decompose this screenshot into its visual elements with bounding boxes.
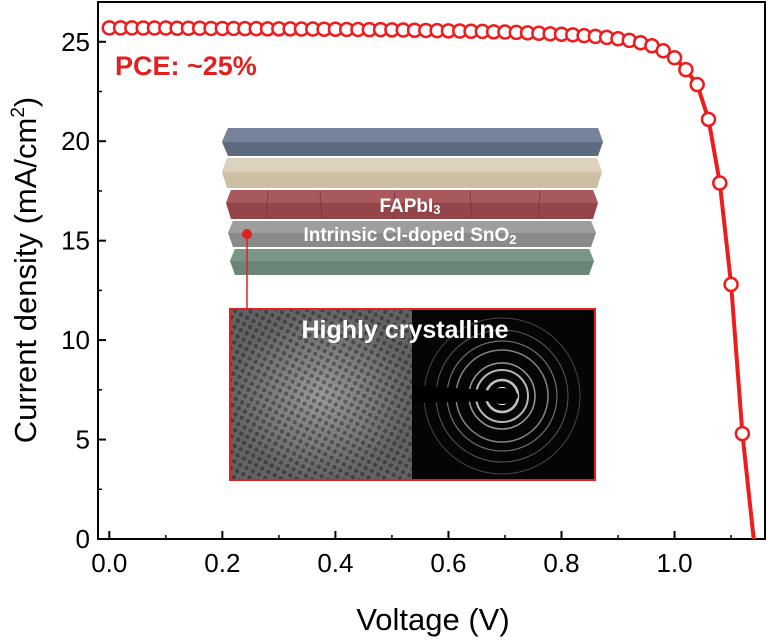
y-axis-title-end: )	[8, 97, 43, 107]
data-point	[712, 175, 728, 191]
data-point	[689, 76, 705, 93]
x-axis-title: Voltage (V)	[356, 602, 509, 637]
layer-label-perovskite-main: FAPbI	[379, 196, 433, 217]
x-tick-label: 0.0	[91, 548, 127, 578]
y-axis-ticks: 0 5 10 15 20 25	[61, 27, 106, 554]
data-point	[666, 49, 683, 66]
data-point	[700, 111, 717, 128]
y-axis-title-sup: 2	[8, 107, 29, 118]
layer-label-perovskite-sub: 3	[433, 202, 440, 217]
y-tick-label: 0	[76, 524, 90, 554]
plot-frame	[97, 1, 766, 540]
layer-label-sno2-main: Intrinsic Cl-doped SnO	[303, 225, 509, 246]
y-axis-title: Current density (mA/cm2)	[8, 97, 43, 443]
pce-annotation: PCE: ~25%	[115, 51, 257, 81]
layer-label-sno2: Intrinsic Cl-doped SnO2	[303, 225, 516, 247]
jv-curve-markers	[101, 20, 751, 442]
inset-title: Highly crystalline	[301, 316, 508, 344]
y-tick-label: 5	[76, 425, 90, 455]
y-tick-label: 10	[61, 325, 90, 355]
layer-label-sno2-sub: 2	[509, 232, 516, 247]
x-axis-ticks: 0.0 0.2 0.4 0.6 0.8 1.0	[91, 531, 732, 578]
data-point	[655, 42, 672, 59]
data-point	[734, 425, 751, 442]
y-tick-label: 15	[61, 226, 90, 256]
y-tick-label: 20	[61, 126, 90, 156]
tem-inset: Highly crystalline	[229, 308, 596, 481]
x-tick-label: 0.2	[204, 548, 240, 578]
x-tick-label: 0.8	[543, 548, 579, 578]
x-tick-label: 1.0	[656, 548, 692, 578]
x-tick-label: 0.4	[317, 548, 353, 578]
data-point	[678, 61, 694, 78]
data-point	[723, 276, 739, 293]
layer-label-perovskite: FAPbI3	[379, 196, 440, 217]
device-stack-schematic: FAPbI3 Intrinsic Cl-doped SnO2	[222, 128, 603, 309]
y-tick-label: 25	[61, 27, 90, 57]
y-axis-title-main: Current density (mA/cm	[8, 118, 43, 444]
x-tick-label: 0.6	[430, 548, 466, 578]
